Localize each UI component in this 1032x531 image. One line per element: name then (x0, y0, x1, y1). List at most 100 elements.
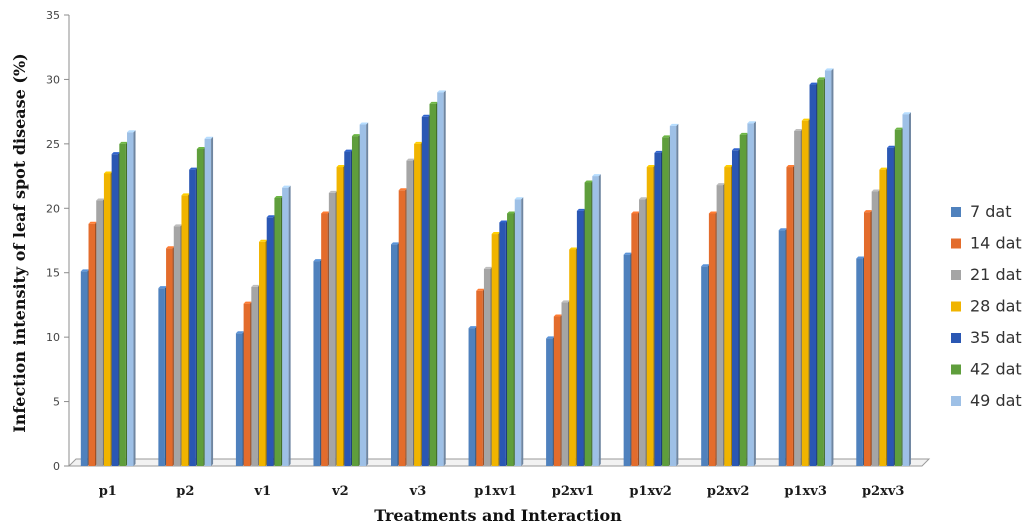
bar (631, 213, 638, 466)
x-tick-label: p2 (176, 484, 194, 499)
bar-top (437, 90, 446, 93)
x-tick-label: v2 (331, 484, 349, 499)
bar (351, 136, 359, 466)
bar-top (181, 193, 190, 196)
bar-top (894, 127, 904, 130)
bar-top (429, 101, 439, 104)
bar (654, 152, 661, 466)
legend: 7 dat 14 dat 21 dat 28 dat 35 dat 42 dat 49 da… (951, 202, 1022, 410)
bar (856, 258, 863, 466)
bar-top (266, 215, 276, 218)
bar-top (794, 128, 803, 131)
bar (344, 151, 351, 467)
bar (204, 138, 212, 466)
bar-top (127, 130, 136, 133)
x-tick-label: p2xv3 (862, 484, 905, 499)
bar-top (639, 197, 648, 200)
bar-top (786, 165, 795, 168)
bar-top (421, 114, 431, 117)
bar (584, 182, 592, 466)
x-tick-label: p2xv2 (707, 484, 750, 499)
bar-side (211, 136, 214, 466)
bar-top (646, 165, 656, 168)
bar-top (88, 221, 98, 224)
bar (259, 241, 266, 466)
bar-top (243, 301, 253, 304)
bar (546, 338, 553, 466)
bar-side (598, 174, 601, 467)
bar (623, 254, 631, 466)
bar (483, 268, 491, 466)
bar-top (654, 150, 663, 153)
bar-top (887, 145, 896, 148)
bar-side (521, 197, 524, 466)
bar-top (716, 183, 726, 186)
bar-top (546, 336, 555, 339)
bar (96, 200, 103, 466)
bar (894, 129, 902, 466)
legend-label: 7 dat (970, 202, 1012, 221)
bar (173, 226, 181, 466)
bar (391, 244, 398, 466)
bar (328, 192, 336, 466)
bar-top (406, 158, 415, 161)
bar (817, 79, 824, 466)
bar (88, 223, 96, 466)
bar-top (778, 228, 788, 231)
legend-swatch (951, 364, 961, 375)
bar (499, 222, 506, 466)
bar-side (676, 123, 679, 467)
bar-top (871, 189, 881, 192)
bar (437, 92, 444, 467)
bar-top (902, 112, 911, 115)
legend-label: 21 dat (970, 265, 1022, 284)
bar-top (96, 198, 105, 201)
bar (429, 103, 437, 466)
x-tick-label: p2xv1 (552, 484, 595, 499)
bar-top (313, 259, 322, 262)
bars (80, 68, 911, 467)
bar (406, 160, 413, 466)
bar-top (119, 141, 128, 144)
bar (569, 249, 576, 466)
bar (282, 187, 289, 466)
legend-swatch (951, 270, 961, 280)
bar-top (111, 152, 121, 155)
bar-side (908, 112, 911, 466)
bar (507, 213, 514, 466)
bar (561, 302, 568, 466)
y-axis: 0 5 10 15 20 25 30 35 (46, 9, 70, 473)
legend-label: 28 dat (970, 297, 1022, 316)
bar-top (623, 252, 633, 255)
x-axis-title: Treatments and Interaction (374, 506, 622, 525)
bar (646, 167, 654, 466)
bar (181, 195, 188, 466)
bar-top (809, 82, 819, 85)
bar-top (856, 256, 865, 259)
bar (421, 116, 429, 466)
bar (359, 124, 367, 467)
legend-label: 14 dat (970, 234, 1022, 253)
bar (708, 213, 716, 466)
bar-side (831, 68, 834, 466)
bar (266, 217, 274, 466)
legend-swatch (951, 333, 961, 343)
bar-top (251, 284, 260, 287)
bar (701, 266, 708, 466)
y-tick-label: 15 (46, 267, 60, 280)
legend-swatch (951, 238, 961, 249)
bar (592, 176, 599, 467)
bar-top (103, 171, 113, 174)
bar (724, 167, 731, 466)
bar-top (499, 220, 508, 223)
bar-top (351, 134, 361, 137)
legend-label: 49 dat (970, 391, 1022, 410)
bar-top (824, 68, 834, 71)
bar (553, 316, 561, 466)
bar-top (483, 266, 493, 269)
bar (669, 125, 677, 467)
bar-top (669, 123, 679, 126)
bar (739, 134, 747, 466)
bar (321, 213, 328, 466)
bar-top (747, 121, 756, 124)
